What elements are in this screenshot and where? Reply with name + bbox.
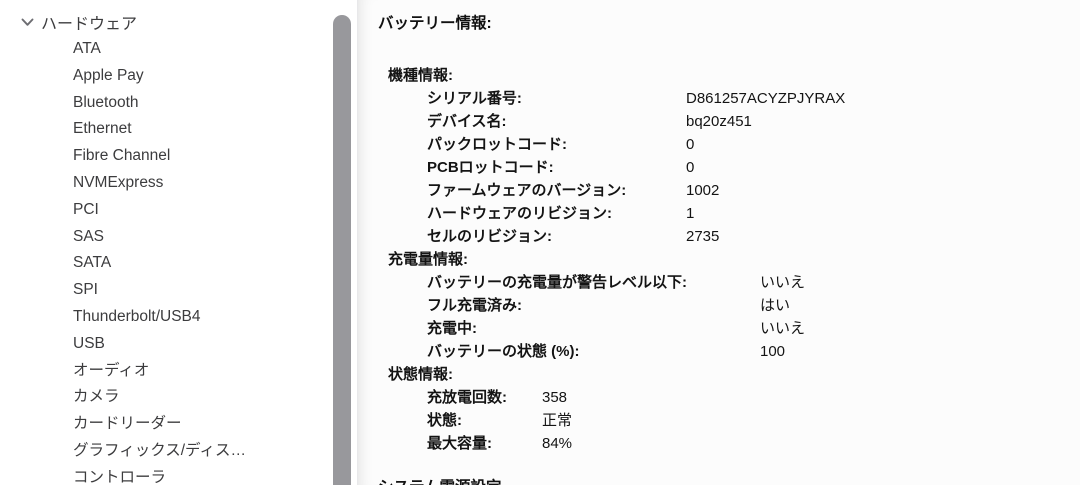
- row-value: はい: [760, 297, 791, 314]
- section-heading: 充電量情報:: [388, 251, 468, 268]
- row-label: 充放電回数:: [427, 389, 507, 406]
- info-section: 状態情報: 充放電回数: 358 状態: 正常最大容量: 84%: [358, 363, 1080, 455]
- row-label: PCBロットコード:: [427, 159, 554, 176]
- battery-info-sections: 機種情報: シリアル番号: D861257ACYZPJYRAX デバイス名: bq20z…: [358, 64, 1080, 455]
- chevron-down-icon[interactable]: [20, 15, 34, 29]
- sidebar-item[interactable]: Ethernet: [73, 120, 132, 138]
- sidebar-item[interactable]: ATA: [73, 40, 101, 57]
- row-label: セルのリビジョン:: [427, 228, 552, 245]
- info-row: バッテリーの充電量が警告レベル以下: いいえ: [358, 271, 1080, 294]
- battery-info-pane[interactable]: バッテリー情報: 機種情報: シリアル番号: D861257ACYZPJYRAX デバ…: [358, 0, 1080, 485]
- info-row: ファームウェアのバージョン: 1002: [358, 179, 1080, 202]
- hardware-tree-pane[interactable]: ハードウェア ATA Apple Pay Bluetooth Ethernet Fibr…: [0, 0, 357, 485]
- sidebar-item[interactable]: SAS: [73, 227, 105, 245]
- sidebar-item[interactable]: SATA: [73, 254, 112, 272]
- sidebar-item[interactable]: グラフィックス/ディス…: [73, 441, 246, 459]
- info-row: シリアル番号: D861257ACYZPJYRAX: [358, 87, 1080, 110]
- sidebar-scrollbar[interactable]: [333, 15, 351, 485]
- sidebar-item-hardware[interactable]: ハードウェア: [20, 11, 137, 33]
- row-value: いいえ: [760, 274, 806, 291]
- sidebar-item[interactable]: NVMExpress: [73, 173, 164, 191]
- row-label: 最大容量:: [427, 435, 492, 452]
- sidebar-item[interactable]: PCI: [73, 200, 99, 218]
- row-value: 2735: [686, 228, 720, 245]
- next-section-heading-partial: システム電源設定: [358, 477, 1080, 485]
- row-label: バッテリーの状態 (%):: [427, 343, 580, 360]
- row-value: 100: [760, 343, 786, 360]
- row-label: フル充電済み:: [427, 297, 522, 314]
- sidebar-item[interactable]: USB: [73, 334, 105, 352]
- sidebar-item[interactable]: SPI: [73, 281, 98, 299]
- hardware-tree-list: ATA Apple Pay Bluetooth Ethernet Fibre Chann…: [73, 36, 327, 485]
- info-row: フル充電済み: はい: [358, 294, 1080, 317]
- row-value: 358: [542, 389, 568, 406]
- info-row: 充電中: いいえ: [358, 317, 1080, 340]
- row-value: 0: [686, 136, 695, 153]
- row-label: ハードウェアのリビジョン:: [427, 205, 612, 222]
- row-value: いいえ: [760, 320, 806, 337]
- info-row: セルのリビジョン: 2735: [358, 225, 1080, 248]
- info-row: 最大容量: 84%: [358, 432, 1080, 455]
- row-value: 84%: [542, 435, 573, 452]
- row-value: 正常: [542, 412, 573, 429]
- row-value: bq20z451: [686, 113, 752, 130]
- info-section: 機種情報: シリアル番号: D861257ACYZPJYRAX デバイス名: bq20z…: [358, 64, 1080, 248]
- section-heading: 機種情報:: [388, 67, 453, 84]
- sidebar-item[interactable]: Apple Pay: [73, 66, 144, 84]
- sidebar-item[interactable]: Thunderbolt/USB4: [73, 307, 201, 325]
- row-label: デバイス名:: [427, 113, 507, 130]
- row-value: 1: [686, 205, 695, 222]
- info-row: ハードウェアのリビジョン: 1: [358, 202, 1080, 225]
- row-label: パックロットコード:: [427, 136, 567, 153]
- row-label: バッテリーの充電量が警告レベル以下:: [427, 274, 687, 291]
- row-value: 0: [686, 159, 695, 176]
- info-section: 充電量情報: バッテリーの充電量が警告レベル以下: いいえ フル充電済み: はい 充電中:…: [358, 248, 1080, 363]
- info-row: デバイス名: bq20z451: [358, 110, 1080, 133]
- sidebar-item[interactable]: カードリーダー: [73, 415, 182, 433]
- row-label: シリアル番号:: [427, 90, 522, 107]
- info-row: PCBロットコード: 0: [358, 156, 1080, 179]
- sidebar-item[interactable]: コントローラ: [73, 468, 167, 485]
- info-row: パックロットコード: 0: [358, 133, 1080, 156]
- info-row: 状態: 正常: [358, 409, 1080, 432]
- row-value: D861257ACYZPJYRAX: [686, 90, 846, 107]
- row-label: ファームウェアのバージョン:: [427, 182, 627, 199]
- info-row: 充放電回数: 358: [358, 386, 1080, 409]
- section-heading: 状態情報:: [388, 366, 453, 383]
- sidebar-root-label: ハードウェア: [41, 16, 138, 33]
- page-title: バッテリー情報:: [378, 15, 492, 32]
- sidebar-item[interactable]: Fibre Channel: [73, 147, 171, 165]
- sidebar-item[interactable]: Bluetooth: [73, 93, 139, 111]
- info-row: バッテリーの状態 (%): 100: [358, 340, 1080, 363]
- sidebar-item[interactable]: カメラ: [73, 388, 120, 406]
- row-value: 1002: [686, 182, 720, 199]
- sidebar-item[interactable]: オーディオ: [73, 361, 150, 379]
- row-label: 充電中:: [427, 320, 477, 337]
- pane-divider: [357, 0, 358, 485]
- row-label: 状態:: [427, 412, 462, 429]
